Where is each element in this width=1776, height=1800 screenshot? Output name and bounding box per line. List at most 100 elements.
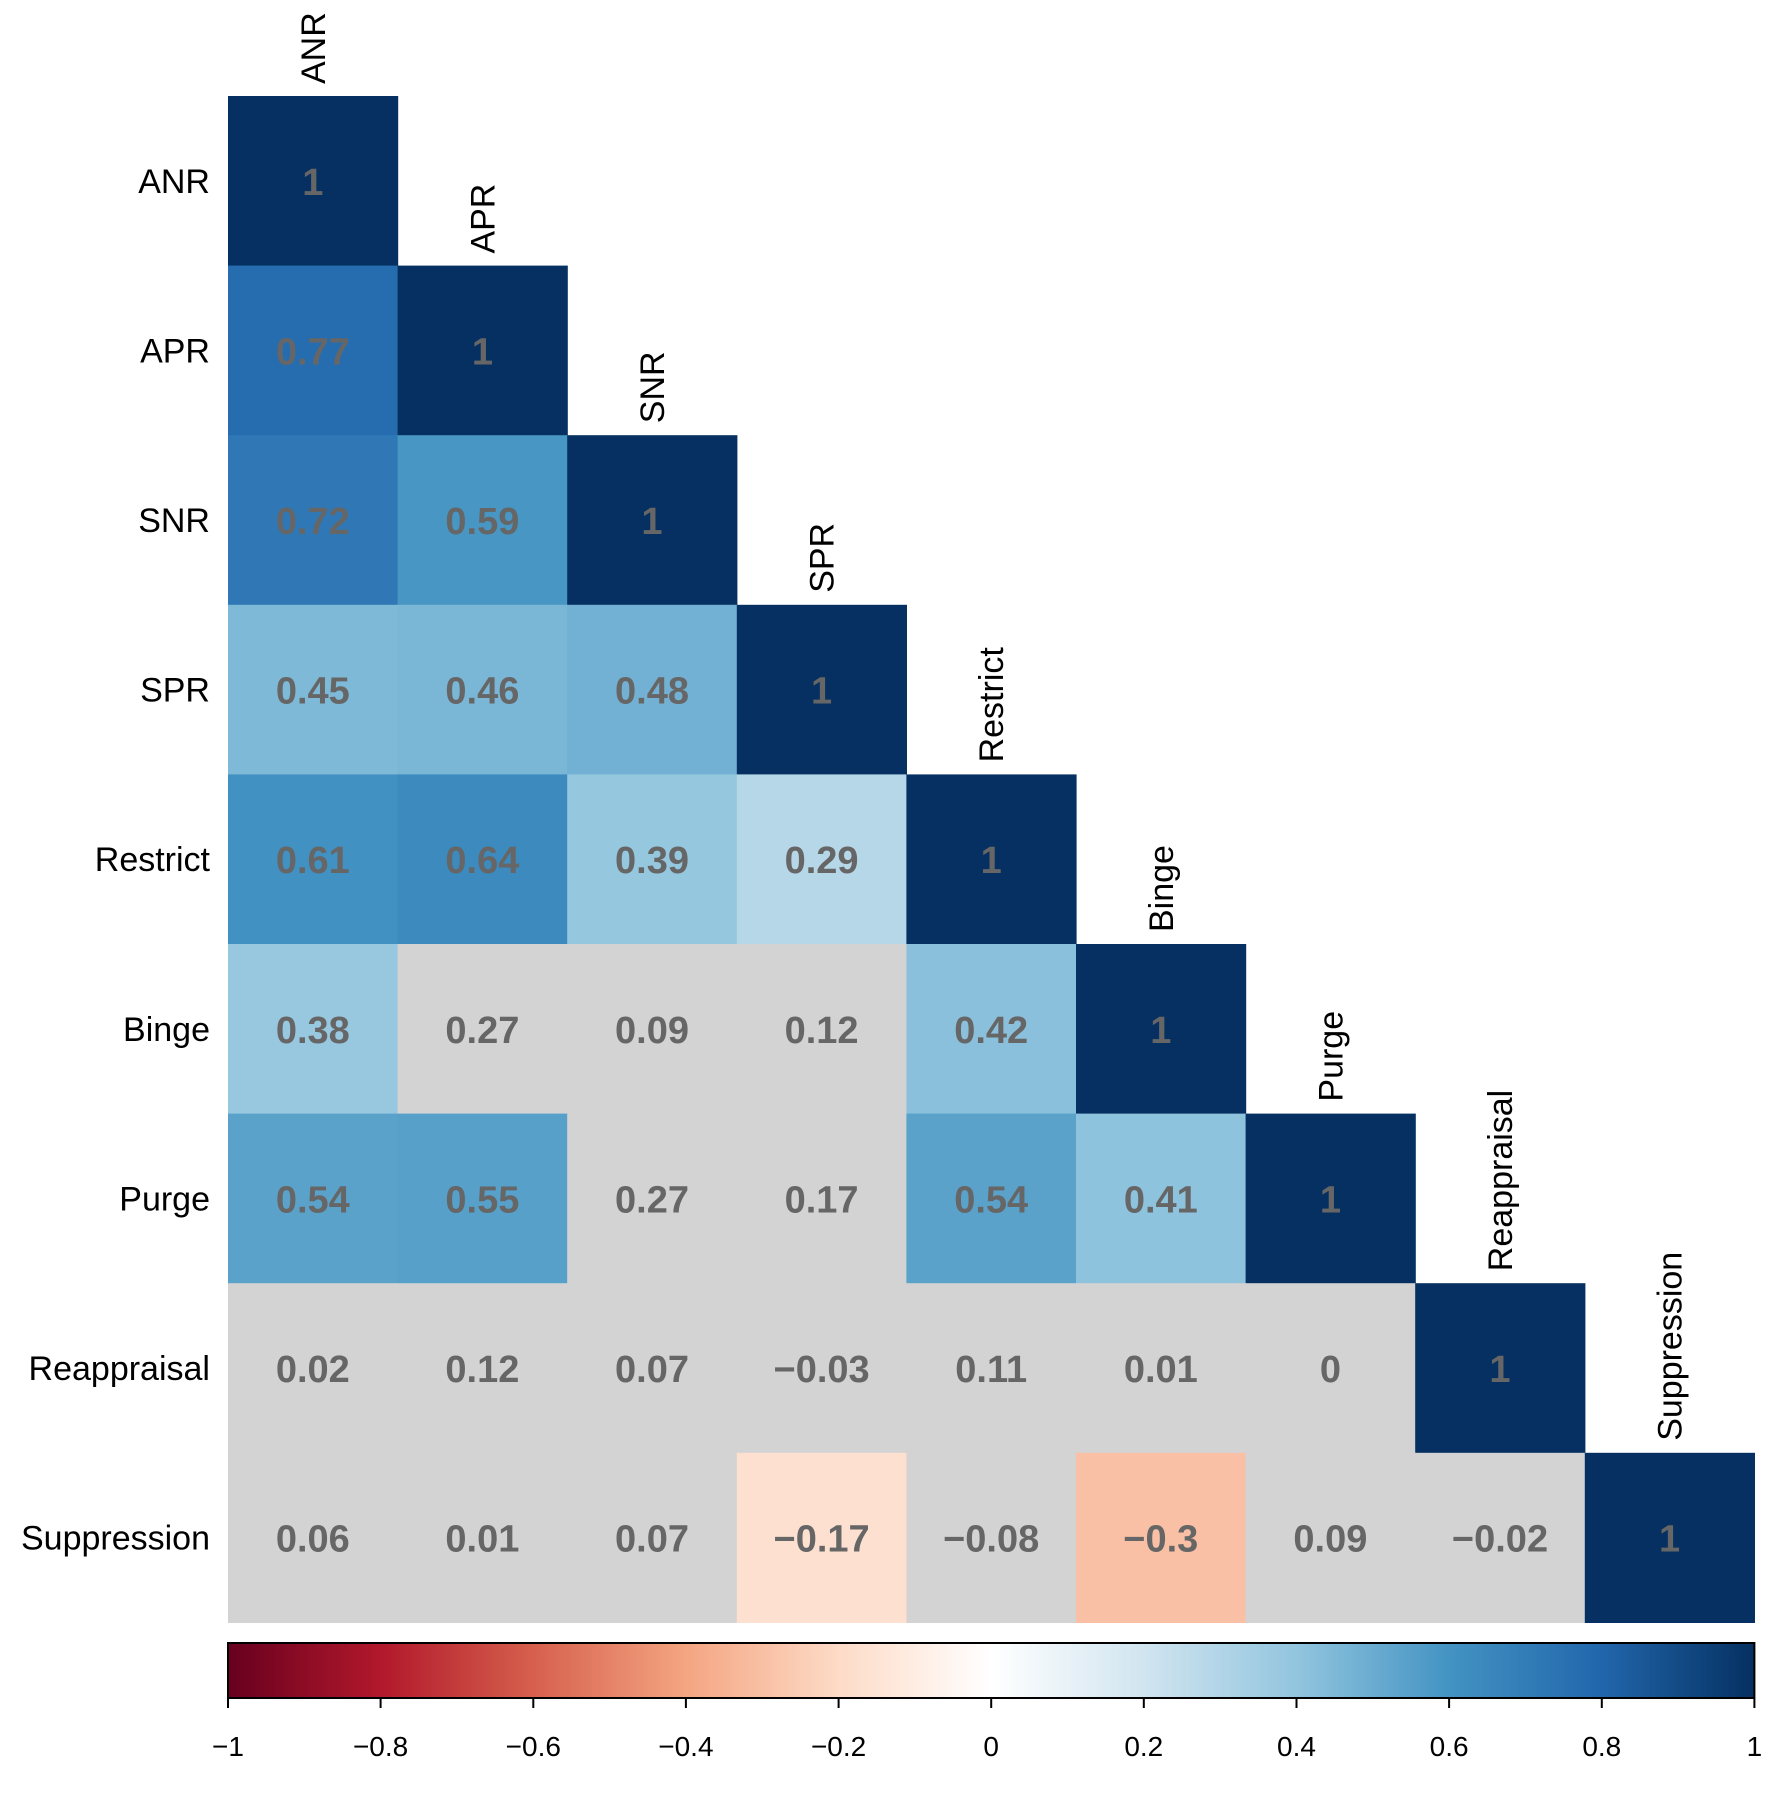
colorbar-tick-label: 0.8 [1582,1731,1621,1762]
cell-binge-spr [736,944,907,1115]
cell-value-suppression-binge: −0.3 [1123,1519,1198,1561]
cell-suppression-binge [1076,1452,1247,1623]
cell-suppression-restrict [906,1452,1077,1623]
cell-value-snr-snr: 1 [641,501,662,543]
cell-reappraisal-apr [397,1283,568,1454]
row-label-binge: Binge [123,1011,210,1049]
cell-reappraisal-snr [567,1283,738,1454]
cell-value-apr-anr: 0.77 [276,331,350,373]
colorbar-tick-label: −0.8 [353,1731,408,1762]
cell-purge-apr [397,1113,568,1284]
row-labels: ANR APR SNR SPR Restrict Binge Purge Reappraisa… [21,163,211,1558]
column-label-suppression: Suppression [1652,1252,1690,1441]
column-label-anr: ANR [295,12,333,84]
cell-value-reappraisal-reappraisal: 1 [1489,1349,1510,1391]
cell-suppression-reappraisal [1415,1452,1586,1623]
column-label-binge: Binge [1143,845,1181,932]
cell-value-reappraisal-anr: 0.02 [276,1349,350,1391]
colorbar-tick-label: −1 [212,1731,244,1762]
row-label-apr: APR [140,332,210,370]
cell-spr-anr [228,604,399,775]
cell-restrict-anr [228,774,399,945]
cell-value-binge-binge: 1 [1150,1010,1171,1052]
cell-spr-apr [397,604,568,775]
cell-reappraisal-spr [736,1283,907,1454]
cell-value-spr-snr: 0.48 [615,671,689,713]
cell-value-reappraisal-purge: 0 [1320,1349,1341,1391]
cell-value-purge-binge: 0.41 [1124,1179,1198,1221]
cell-spr-snr [567,604,738,775]
cell-value-snr-apr: 0.59 [445,501,519,543]
cell-value-snr-anr: 0.72 [276,501,350,543]
cell-reappraisal-purge [1245,1283,1416,1454]
cell-value-reappraisal-apr: 0.12 [445,1349,519,1391]
cell-spr-spr [736,604,907,775]
cell-value-reappraisal-snr: 0.07 [615,1349,689,1391]
row-label-purge: Purge [119,1180,210,1218]
cell-anr-anr [228,96,399,267]
colorbar-tick-label: 0 [983,1731,999,1762]
cell-snr-anr [228,435,399,606]
colorbar-tick-label: −0.4 [658,1731,713,1762]
cell-value-suppression-reappraisal: −0.02 [1452,1519,1548,1561]
cell-value-purge-spr: 0.17 [785,1179,859,1221]
row-label-spr: SPR [140,672,210,710]
cell-value-binge-apr: 0.27 [445,1010,519,1052]
cell-value-reappraisal-restrict: 0.11 [955,1349,1027,1391]
cell-value-purge-restrict: 0.54 [954,1179,1028,1221]
cell-reappraisal-anr [228,1283,399,1454]
cell-value-binge-spr: 0.12 [785,1010,859,1052]
cell-value-binge-anr: 0.38 [276,1010,350,1052]
cell-value-suppression-spr: −0.17 [774,1519,870,1561]
cell-value-spr-anr: 0.45 [276,671,350,713]
cell-value-purge-snr: 0.27 [615,1179,689,1221]
cell-reappraisal-binge [1076,1283,1247,1454]
cell-suppression-anr [228,1452,399,1623]
cell-suppression-snr [567,1452,738,1623]
colorbar-tick-label: 0.2 [1124,1731,1163,1762]
cell-restrict-snr [567,774,738,945]
cell-value-spr-spr: 1 [811,671,832,713]
row-label-reappraisal: Reappraisal [29,1350,210,1388]
colorbar-tick-label: 1 [1747,1731,1763,1762]
cell-snr-snr [567,435,738,606]
cell-value-suppression-purge: 0.09 [1293,1519,1367,1561]
row-label-restrict: Restrict [95,841,211,879]
colorbar-tick-label: 0.4 [1277,1731,1316,1762]
cell-value-suppression-anr: 0.06 [276,1519,350,1561]
cell-value-purge-anr: 0.54 [276,1179,350,1221]
cell-restrict-restrict [906,774,1077,945]
cell-value-suppression-restrict: −0.08 [943,1519,1039,1561]
cell-purge-snr [567,1113,738,1284]
cell-value-purge-apr: 0.55 [445,1179,519,1221]
cell-value-restrict-snr: 0.39 [615,840,689,882]
colorbar-tick-label: 0.6 [1430,1731,1469,1762]
cell-binge-snr [567,944,738,1115]
column-labels: ANR APR SNR SPR Restrict Binge Purge Reappraisa… [295,12,1690,1441]
cell-value-suppression-snr: 0.07 [615,1519,689,1561]
cell-purge-binge [1076,1113,1247,1284]
cell-purge-anr [228,1113,399,1284]
cell-value-restrict-apr: 0.64 [445,840,519,882]
cell-restrict-spr [736,774,907,945]
cell-purge-purge [1245,1113,1416,1284]
row-label-anr: ANR [138,163,210,201]
cell-value-binge-restrict: 0.42 [954,1010,1028,1052]
colorbar-tick-label: −0.2 [811,1731,866,1762]
cell-value-purge-purge: 1 [1320,1179,1341,1221]
cell-value-restrict-spr: 0.29 [785,840,859,882]
column-label-reappraisal: Reappraisal [1482,1090,1520,1271]
cell-value-restrict-restrict: 1 [981,840,1002,882]
cell-binge-binge [1076,944,1247,1115]
cell-snr-apr [397,435,568,606]
cell-suppression-apr [397,1452,568,1623]
cell-value-suppression-suppression: 1 [1659,1519,1680,1561]
cell-purge-restrict [906,1113,1077,1284]
row-label-suppression: Suppression [21,1520,210,1558]
column-label-restrict: Restrict [973,647,1011,763]
cell-value-reappraisal-spr: −0.03 [774,1349,870,1391]
colorbar-tick-label: −0.6 [506,1731,561,1762]
cell-apr-apr [397,265,568,436]
cell-binge-apr [397,944,568,1115]
